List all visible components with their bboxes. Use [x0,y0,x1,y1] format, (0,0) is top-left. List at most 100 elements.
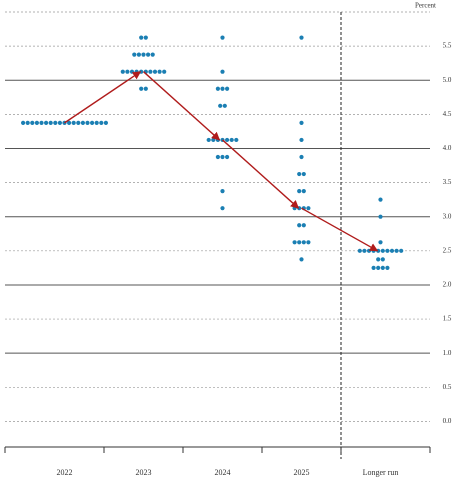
dot-group [297,189,306,194]
dot [389,248,395,253]
dot [297,171,302,177]
dot [220,189,225,194]
y-tick-label: 0.5 [443,383,452,391]
dot [385,248,390,253]
dot-group [299,35,304,40]
dot [90,120,95,125]
dot [380,248,385,253]
dot [53,120,58,125]
dot [48,120,53,125]
x-tick-label: 2025 [294,468,310,477]
dot [299,154,304,160]
dot-group [220,69,225,74]
y-tick-label: 4.0 [443,144,452,152]
dot [299,35,304,40]
dot-group [292,206,311,211]
dot [297,189,302,194]
dot [143,35,148,40]
dot [362,248,367,253]
dot-group [220,35,225,40]
dot [234,137,239,143]
dot [299,137,304,143]
dot [39,120,44,125]
dot [218,103,223,108]
dot [229,137,234,143]
dot [215,86,220,91]
dot [301,171,306,177]
dot [211,137,216,143]
dot [71,120,76,125]
dot [220,86,225,91]
x-tick-label: 2024 [215,468,231,477]
dot-group [376,257,385,262]
median-arrow [222,139,300,209]
dot [141,52,146,57]
dot [371,265,376,270]
x-tick-label: Longer run [363,468,399,477]
dot [376,265,381,270]
dot [129,69,135,74]
dot [394,248,399,253]
median-arrow [301,207,379,252]
dot [25,120,30,125]
dot [125,69,130,74]
dot [222,103,227,108]
dot [380,257,385,262]
dot [385,265,390,270]
dot [297,240,302,245]
dot-group [299,257,304,262]
dot [136,52,141,57]
dot [297,223,302,228]
dot [162,69,167,74]
dot [99,120,104,125]
dot-group [299,120,304,125]
dot-group [132,52,155,57]
dot-group [220,206,225,211]
x-tick-label: 2023 [136,468,152,477]
dot [103,120,108,125]
dot [157,69,162,74]
dot-group [371,265,390,270]
dot-group [292,240,311,245]
y-tick-label: 2.5 [443,246,452,254]
dot [44,120,49,125]
dot [380,265,385,270]
dot [376,257,381,262]
dot-group [215,86,230,91]
dot [299,120,304,125]
dot [225,154,230,160]
dot [85,120,90,125]
dot-group [297,171,306,177]
dot [399,248,404,253]
y-tick-label: 3.0 [443,212,452,220]
dot [366,248,372,253]
dot [57,120,63,125]
dot [152,69,158,74]
dot [30,120,35,125]
dot [306,206,311,211]
dot-group [139,35,148,40]
dot [299,257,304,262]
dot [357,248,362,253]
dot [94,120,99,125]
dot [67,120,72,125]
dot-group [218,103,227,108]
dot-group [299,154,304,160]
dot [206,137,211,143]
dot [146,52,151,57]
dot [34,120,40,125]
dot [120,69,125,74]
dot-group [21,120,108,125]
dot-group [299,137,304,143]
dot-group [378,197,383,202]
dot [301,189,306,194]
dot [143,86,148,91]
dot [220,154,225,160]
dot-group [139,86,148,91]
dot [220,69,225,74]
dot [292,240,297,245]
dot [139,86,144,91]
dot-group [215,154,230,160]
y-tick-label: 2.0 [443,281,452,289]
